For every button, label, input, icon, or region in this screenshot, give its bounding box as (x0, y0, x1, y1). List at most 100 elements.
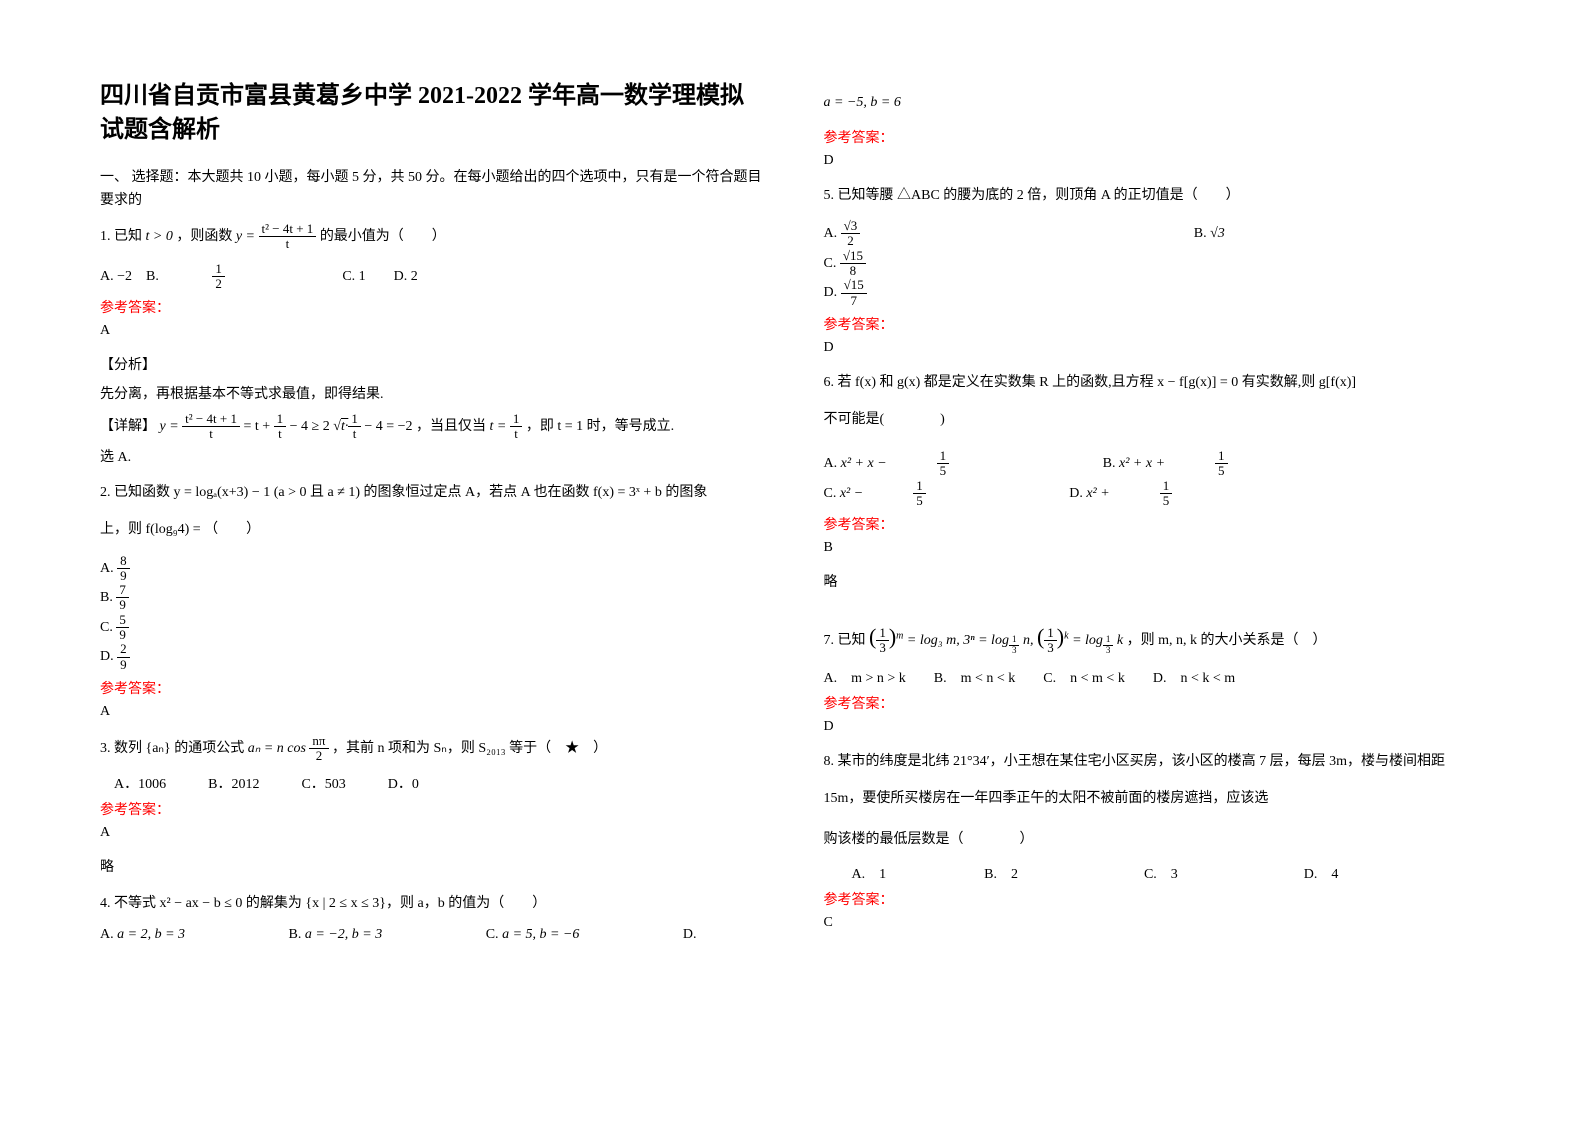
section-1-instructions: 一、 选择题：本大题共 10 小题，每小题 5 分，共 50 分。在每小题给出的… (100, 167, 764, 212)
q5-optB: B. √3 (1194, 226, 1335, 242)
q1-det-sqrtfrac: 1t (348, 412, 361, 442)
question-5: 5. 已知等腰 △ABC 的腰为底的 2 倍，则顶角 A 的正切值是（ ） (824, 183, 1488, 210)
q4-optA: A. a = 2, b = 3 (100, 927, 235, 943)
q2-options: A. 89 B. 79 C. 59 D. 29 (100, 554, 764, 672)
q4-answer-label: 参考答案： (824, 127, 1488, 147)
q7-eq2: = log (1072, 633, 1103, 648)
q1-analysis-head: 【分析】 (100, 353, 764, 378)
q1-frac: t² − 4t + 1 t (259, 222, 317, 252)
q6-optA: A. x² + x − 15 (824, 449, 1050, 479)
q1-y-eq2: y = (160, 419, 183, 434)
q1-det-cond: ，当且仅当 (416, 419, 486, 434)
question-8: 8. 某市的纬度是北纬 21°34′，小王想在某住宅小区买房，该小区的楼高 7 … (824, 749, 1488, 776)
q5-optC: C. √158 (824, 249, 1086, 279)
right-column: a = −5, b = 6 参考答案： D 5. 已知等腰 △ABC 的腰为底的… (824, 80, 1488, 949)
question-4: 4. 不等式 x² − ax − b ≤ 0 的解集为 {x | 2 ≤ x ≤… (100, 891, 764, 918)
q6-options: A. x² + x − 15 B. x² + x + 15 C. x² − 15… (824, 449, 1488, 508)
question-3: 3. 数列 {aₙ} 的通项公式 aₙ = n cos nπ2 ，其前 n 项和… (100, 734, 764, 764)
q7-answer-label: 参考答案： (824, 693, 1488, 713)
q1-options: A. −2 B. 1 2 C. 1 D. 2 (100, 262, 764, 292)
q2-optD: D. 29 (100, 642, 350, 672)
q1-t-eq: t = (490, 419, 510, 434)
q1-stem-pre: 1. 已知 (100, 229, 142, 244)
question-2: 2. 已知函数 y = logₐ(x+3) − 1 (a > 0 且 a ≠ 1… (100, 480, 764, 507)
question-8-line2: 15m，要使所买楼房在一年四季正午的太阳不被前面的楼房遮挡，应该选 (824, 786, 1488, 813)
q1-detail: 【详解】 y = t² − 4t + 1t = t + 1t − 4 ≥ 2 √… (100, 412, 764, 442)
question-8-line3: 购该楼的最低层数是（ ） (824, 827, 1488, 854)
q1-det-mid1: = t + (243, 419, 273, 434)
q7-mid1: n, (1023, 633, 1037, 648)
q8-answer-label: 参考答案： (824, 889, 1488, 909)
q1-stem-post: 的最小值为（ ） (320, 229, 446, 244)
q2-answer: A (100, 704, 764, 720)
q2-optB: B. 79 (100, 583, 349, 613)
q1-detail-pre: 【详解】 (100, 419, 156, 434)
question-2-line2: 上，则 f(log₉4) = （ ） (100, 517, 764, 544)
left-column: 四川省自贡市富县黄葛乡中学 2021-2022 学年高一数学理模拟试题含解析 一… (100, 80, 764, 949)
q7-mid2: k (1117, 633, 1123, 648)
q6-extra: 略 (824, 570, 1488, 595)
q1-optB-frac: 1 2 (212, 262, 275, 292)
q6-answer-label: 参考答案： (824, 514, 1488, 534)
q6-optD: D. x² + 15 (1069, 479, 1272, 509)
q1-det-frac2: 1t (274, 412, 287, 442)
question-7: 7. 已知 (13)m = log₃ m, 3ⁿ = log13 n, (13)… (824, 616, 1488, 658)
q3-extra: 略 (100, 855, 764, 880)
q4-optD-label: D. (683, 927, 697, 943)
q1-det-cond2: ，即 t = 1 时，等号成立. (526, 419, 674, 434)
q1-stem-mid: ，则函数 (176, 229, 232, 244)
q8-options: A. 1 B. 2 C. 3 D. 4 (824, 863, 1488, 883)
q2-optC: C. 59 (100, 613, 349, 643)
q3-stem-mid: ，其前 n 项和为 Sₙ，则 S₂₀₁₃ 等于（ ★ ） (332, 741, 607, 756)
q1-conclusion: 选 A. (100, 445, 764, 470)
question-1: 1. 已知 t > 0 ，则函数 y = t² − 4t + 1 t 的最小值为… (100, 222, 764, 252)
q3-answer-label: 参考答案： (100, 799, 764, 819)
q1-opts-part2: C. 1 D. 2 (328, 265, 417, 285)
q4-optB: B. a = −2, b = 3 (289, 927, 433, 943)
q4-options: A. a = 2, b = 3 B. a = −2, b = 3 C. a = … (100, 927, 764, 943)
q7-answer: D (824, 719, 1488, 735)
exam-title: 四川省自贡市富县黄葛乡中学 2021-2022 学年高一数学理模拟试题含解析 (100, 80, 764, 147)
q1-det-frac3: 1t (510, 412, 523, 442)
q1-opts-part1: A. −2 B. (100, 265, 159, 285)
question-6-line2: 不可能是( ) (824, 407, 1488, 434)
q1-det-frac1: t² − 4t + 1t (182, 412, 240, 442)
q6-optB: B. x² + x + 15 (1103, 449, 1328, 479)
q4-optD: a = −5, b = 6 (824, 90, 1488, 117)
q4-answer: D (824, 153, 1488, 169)
q6-optC: C. x² − 15 (824, 479, 1026, 509)
q6-answer: B (824, 540, 1488, 556)
q7-stem-pre: 7. 已知 (824, 633, 870, 648)
q7-sub1: 13 (1009, 635, 1020, 656)
q1-det-mid3: − 4 = −2 (364, 419, 412, 434)
q7-frac2: 13 (1044, 626, 1057, 656)
q1-det-mid2: − 4 ≥ 2 (290, 419, 330, 434)
q1-answer: A (100, 323, 764, 339)
q5-options: A. √32 B. √3 C. √158 D. √157 (824, 219, 1488, 308)
q3-stem-pre: 3. 数列 {aₙ} 的通项公式 (100, 741, 248, 756)
q5-answer-label: 参考答案： (824, 314, 1488, 334)
q1-y-eq: y = (236, 229, 259, 244)
q3-answer: A (100, 825, 764, 841)
q1-sqrt-t: t· (341, 419, 348, 434)
q7-exp-k: k (1064, 630, 1068, 641)
q1-analysis-line: 先分离，再根据基本不等式求最值，即得结果. (100, 382, 764, 407)
q1-answer-label: 参考答案： (100, 297, 764, 317)
q1-cond: t > 0 (146, 229, 173, 244)
q7-options: A. m > n > k B. m < n < k C. n < m < k D… (824, 667, 1488, 687)
q7-sub2: 13 (1103, 635, 1114, 656)
q5-optD: D. √157 (824, 278, 1087, 308)
q7-exp-m: m (896, 630, 903, 641)
q8-answer: C (824, 915, 1488, 931)
q3-frac: nπ2 (309, 734, 328, 764)
q7-eq1: = log₃ m, 3ⁿ = log (907, 633, 1009, 648)
q3-options: A．1006 B．2012 C．503 D．0 (100, 773, 764, 793)
question-6: 6. 若 f(x) 和 g(x) 都是定义在实数集 R 上的函数,且方程 x −… (824, 370, 1488, 397)
q7-frac1: 13 (876, 626, 889, 656)
q5-answer: D (824, 340, 1488, 356)
q3-formula: aₙ = n cos (248, 741, 310, 756)
q2-optA: A. 89 (100, 554, 350, 584)
q2-answer-label: 参考答案： (100, 678, 764, 698)
q5-optA: A. √32 (824, 219, 1081, 249)
q4-optC: C. a = 5, b = −6 (486, 927, 630, 943)
